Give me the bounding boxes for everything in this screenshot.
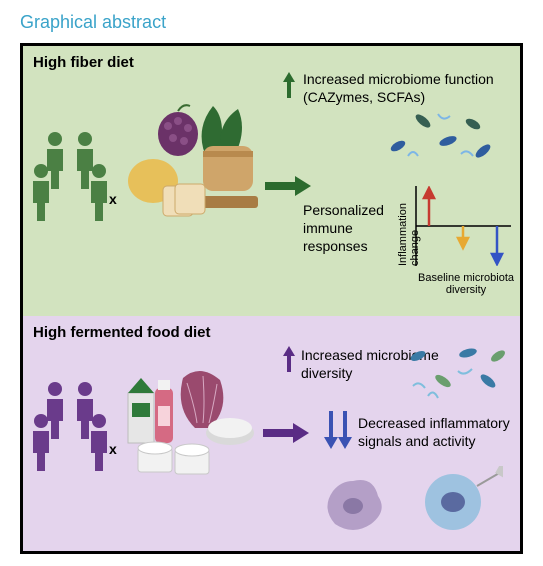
figure-title: Graphical abstract bbox=[20, 12, 523, 33]
decreased-inflammatory-text: Decreased inflammatory signals and activ… bbox=[358, 414, 518, 450]
up-arrow-icon bbox=[281, 70, 297, 106]
fiber-foods-icon bbox=[123, 101, 273, 221]
people-icon bbox=[33, 381, 113, 471]
chart-arrow-up bbox=[424, 188, 434, 226]
microbes-icon bbox=[383, 106, 503, 166]
panel-fermented: High fermented food diet x bbox=[23, 316, 520, 551]
food-cluster-fermented bbox=[123, 368, 263, 483]
chart-ylabel: Inflammation change bbox=[397, 191, 421, 266]
fermented-foods-icon bbox=[123, 368, 263, 478]
panel-high-fiber: High fiber diet x bbox=[23, 46, 520, 316]
microbes-fermented bbox=[403, 341, 513, 411]
personalized-responses-text: Personalized immune responses bbox=[303, 201, 403, 256]
microbes-fiber bbox=[383, 106, 503, 171]
chart-xlabel: Baseline microbiota diversity bbox=[411, 272, 521, 296]
up-arrow-icon bbox=[281, 344, 297, 380]
big-arrow-fermented bbox=[263, 421, 311, 450]
people-cluster-fermented bbox=[33, 381, 113, 476]
down-arrows-icon bbox=[323, 411, 353, 456]
big-arrow-fiber bbox=[265, 174, 313, 203]
mini-chart: Inflammation change Baseline microbiota … bbox=[411, 186, 511, 266]
cells-icon bbox=[313, 466, 503, 546]
immune-cells bbox=[313, 466, 503, 551]
mini-chart-svg bbox=[411, 186, 511, 266]
chart-arrow-mid bbox=[458, 226, 468, 248]
times-mark-fiber: x bbox=[109, 191, 117, 207]
panel-label-fiber: High fiber diet bbox=[33, 54, 134, 71]
chart-arrow-down bbox=[492, 226, 502, 264]
figure-container: High fiber diet x bbox=[20, 43, 523, 554]
times-mark-fermented: x bbox=[109, 441, 117, 457]
microbes-icon bbox=[403, 341, 513, 406]
people-icon bbox=[33, 131, 113, 221]
food-cluster-fiber bbox=[123, 101, 273, 226]
microbiome-function-text: Increased microbiome function (CAZymes, … bbox=[303, 70, 503, 106]
panel-label-fermented: High fermented food diet bbox=[33, 324, 211, 341]
people-cluster-fiber bbox=[33, 131, 113, 226]
